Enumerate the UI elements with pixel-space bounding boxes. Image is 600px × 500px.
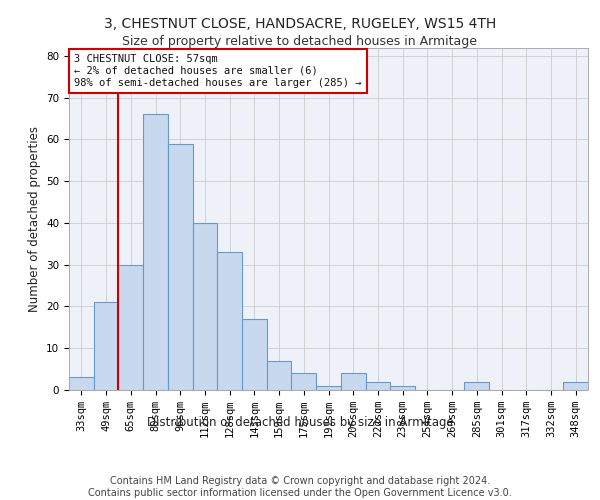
Bar	[563, 382, 588, 390]
Text: Size of property relative to detached houses in Armitage: Size of property relative to detached ho…	[122, 35, 478, 48]
Bar	[193, 223, 217, 390]
Bar	[168, 144, 193, 390]
Text: 3 CHESTNUT CLOSE: 57sqm
← 2% of detached houses are smaller (6)
98% of semi-deta: 3 CHESTNUT CLOSE: 57sqm ← 2% of detached…	[74, 54, 362, 88]
Bar	[390, 386, 415, 390]
Bar	[242, 319, 267, 390]
Bar	[217, 252, 242, 390]
Bar	[143, 114, 168, 390]
Bar	[69, 378, 94, 390]
Bar	[94, 302, 118, 390]
Bar	[365, 382, 390, 390]
Text: Contains HM Land Registry data © Crown copyright and database right 2024.
Contai: Contains HM Land Registry data © Crown c…	[88, 476, 512, 498]
Bar	[267, 361, 292, 390]
Y-axis label: Number of detached properties: Number of detached properties	[28, 126, 41, 312]
Bar	[341, 374, 365, 390]
Bar	[464, 382, 489, 390]
Bar	[292, 374, 316, 390]
Text: 3, CHESTNUT CLOSE, HANDSACRE, RUGELEY, WS15 4TH: 3, CHESTNUT CLOSE, HANDSACRE, RUGELEY, W…	[104, 18, 496, 32]
Text: Distribution of detached houses by size in Armitage: Distribution of detached houses by size …	[146, 416, 454, 429]
Bar	[118, 264, 143, 390]
Bar	[316, 386, 341, 390]
